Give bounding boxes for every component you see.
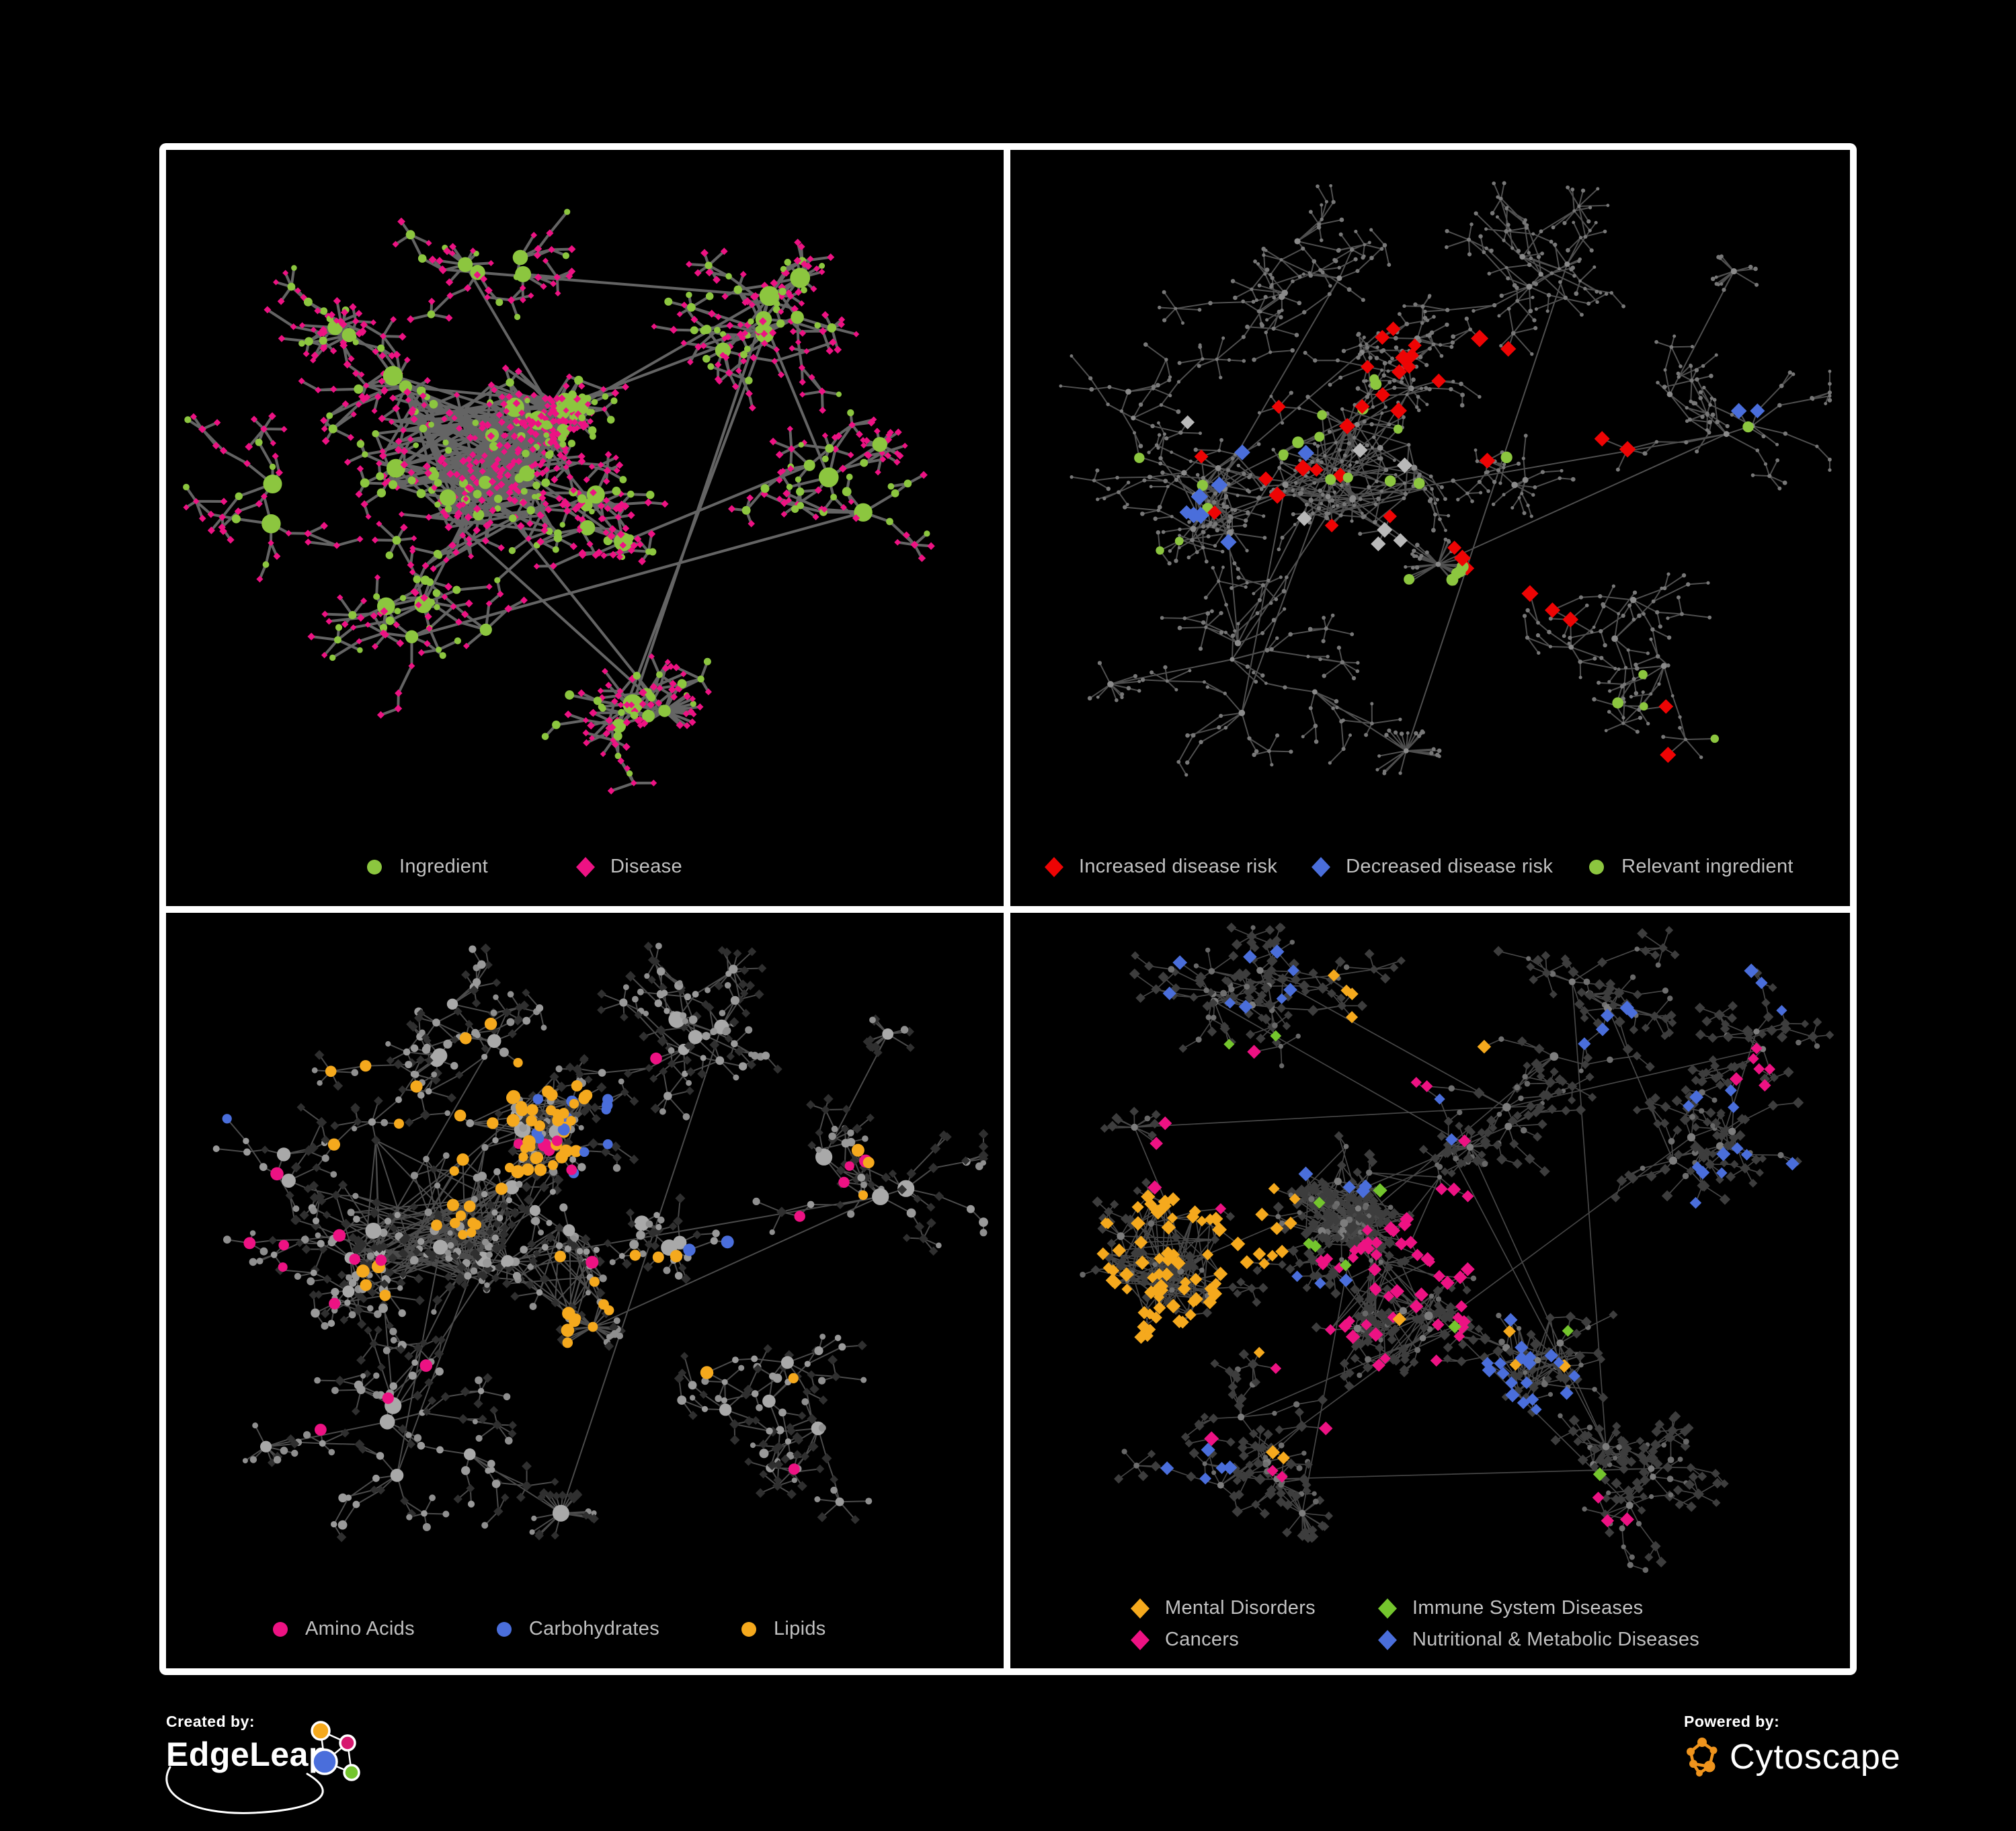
panel-ingredient-classes: Amino Acids Carbohydrates Lipids: [166, 913, 1004, 1668]
created-by-label: Created by:: [166, 1713, 255, 1730]
legend-item: Lipids: [739, 1618, 826, 1640]
legend-item: Nutritional & Metabolic Diseases: [1377, 1629, 1699, 1651]
legend-label: Increased disease risk: [1079, 856, 1278, 877]
legend-diamond-swatch-icon: [1378, 1598, 1397, 1619]
panel-ingredient-disease: Ingredient Disease: [166, 150, 1004, 906]
edgeleap-logo-icon: [311, 1721, 360, 1781]
figure-grid: Ingredient Disease Increased disease risk…: [159, 143, 1857, 1675]
legend-label: Carbohydrates: [528, 1618, 659, 1639]
legend-label: Immune System Diseases: [1412, 1597, 1644, 1619]
legend-label: Decreased disease risk: [1346, 856, 1554, 877]
network-disease-risk: [1059, 181, 1832, 777]
legend-item: Carbohydrates: [494, 1618, 659, 1640]
cytoscape-wordmark: Cytoscape: [1730, 1738, 1901, 1777]
legend-label: Amino Acids: [305, 1618, 415, 1639]
panel-disease-classes: Mental Disorders Immune System Diseases Ca…: [1010, 913, 1850, 1668]
panel-disease-risk: Increased disease risk Decreased disease …: [1010, 150, 1850, 906]
legend-ingredient-disease: Ingredient Disease: [364, 856, 682, 878]
legend-item: Amino Acids: [270, 1618, 415, 1640]
legend-label: Relevant ingredient: [1621, 856, 1793, 877]
legend-label: Mental Disorders: [1165, 1597, 1316, 1619]
legend-item: Increased disease risk: [1044, 856, 1277, 878]
powered-by-label: Powered by:: [1684, 1713, 1780, 1730]
legend-diamond-swatch-icon: [1312, 856, 1331, 877]
legend-item: Cancers: [1130, 1629, 1377, 1651]
legend-circle-swatch-icon: [496, 1621, 512, 1637]
legend-label: Nutritional & Metabolic Diseases: [1412, 1629, 1700, 1650]
legend-ingredient-classes: Amino Acids Carbohydrates Lipids: [270, 1618, 826, 1640]
powered-by-block: Powered by: Cytoscape: [1684, 1713, 1901, 1778]
legend-circle-swatch-icon: [367, 859, 382, 874]
legend-item: Ingredient: [364, 856, 488, 878]
legend-item: Mental Disorders: [1130, 1597, 1377, 1619]
legend-label: Ingredient: [399, 856, 488, 877]
created-by-block: Created by: EdgeLeap: [165, 1713, 395, 1814]
legend-circle-swatch-icon: [273, 1621, 288, 1637]
legend-diamond-swatch-icon: [1045, 856, 1063, 877]
legend-diamond-swatch-icon: [1131, 1598, 1150, 1619]
legend-label: Cancers: [1165, 1629, 1240, 1650]
legend-circle-swatch-icon: [741, 1621, 756, 1637]
legend-label: Lipids: [774, 1618, 826, 1639]
network-ingredient-disease: [183, 208, 935, 795]
legend-disease-risk: Increased disease risk Decreased disease …: [1044, 856, 1793, 878]
network-disease-classes: [1080, 922, 1834, 1573]
legend-item: Relevant ingredient: [1586, 856, 1793, 878]
legend-diamond-swatch-icon: [1378, 1629, 1397, 1650]
legend-circle-swatch-icon: [1589, 859, 1605, 874]
legend-disease-classes: Mental Disorders Immune System Diseases Ca…: [1130, 1597, 1699, 1651]
legend-diamond-swatch-icon: [1131, 1629, 1150, 1650]
cytoscape-logo-icon: [1687, 1738, 1718, 1777]
legend-item: Disease: [575, 856, 682, 878]
legend-item: Immune System Diseases: [1377, 1597, 1699, 1619]
network-ingredient-classes: [212, 941, 989, 1543]
legend-item: Decreased disease risk: [1311, 856, 1553, 878]
legend-label: Disease: [610, 856, 682, 877]
legend-diamond-swatch-icon: [576, 856, 595, 877]
